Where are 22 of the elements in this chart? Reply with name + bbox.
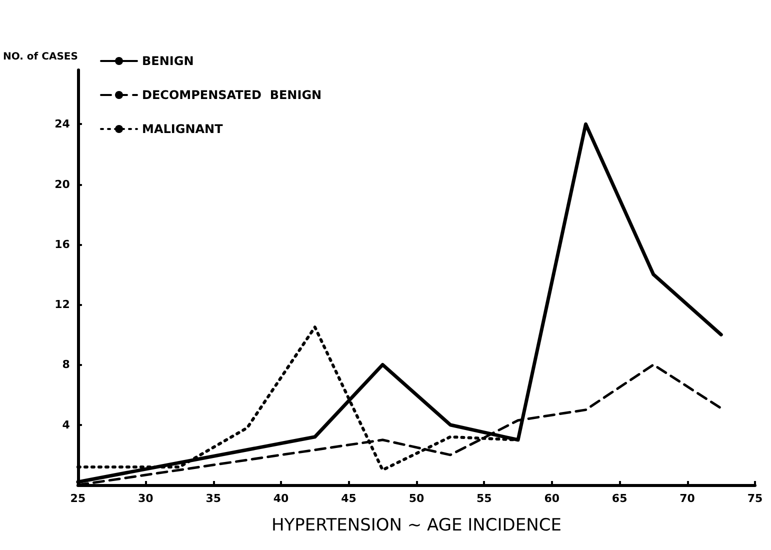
legend-label: BENIGN [142,54,194,68]
x-tick-label: 65 [612,492,628,505]
y-tick-label: 16 [54,238,70,251]
x-axis-title: HYPERTENSION ~ AGE INCIDENCE [271,516,562,536]
y-tick-label: 12 [54,298,70,312]
legend-label: MALIGNANT [142,122,224,136]
x-tick-label: 30 [138,492,154,505]
x-tick-label: 50 [408,492,424,505]
legend-label: DECOMPENSATED BENIGN [142,88,322,102]
y-tick-label: 20 [54,178,70,191]
x-tick-label: 35 [206,492,222,505]
y-tick-label: 8 [62,358,70,372]
x-tick-label: 25 [70,492,86,505]
x-tick-label: 45 [341,492,356,505]
x-tick-label: 75 [747,492,763,505]
x-tick-label: 40 [273,492,290,505]
y-tick-label: 24 [54,118,70,131]
y-tick-label: 4 [62,418,70,432]
x-tick-label: 60 [544,492,560,505]
y-axis-title: NO. of CASES [2,52,78,62]
x-tick-label: 55 [476,492,492,505]
x-tick-label: 70 [680,492,696,505]
